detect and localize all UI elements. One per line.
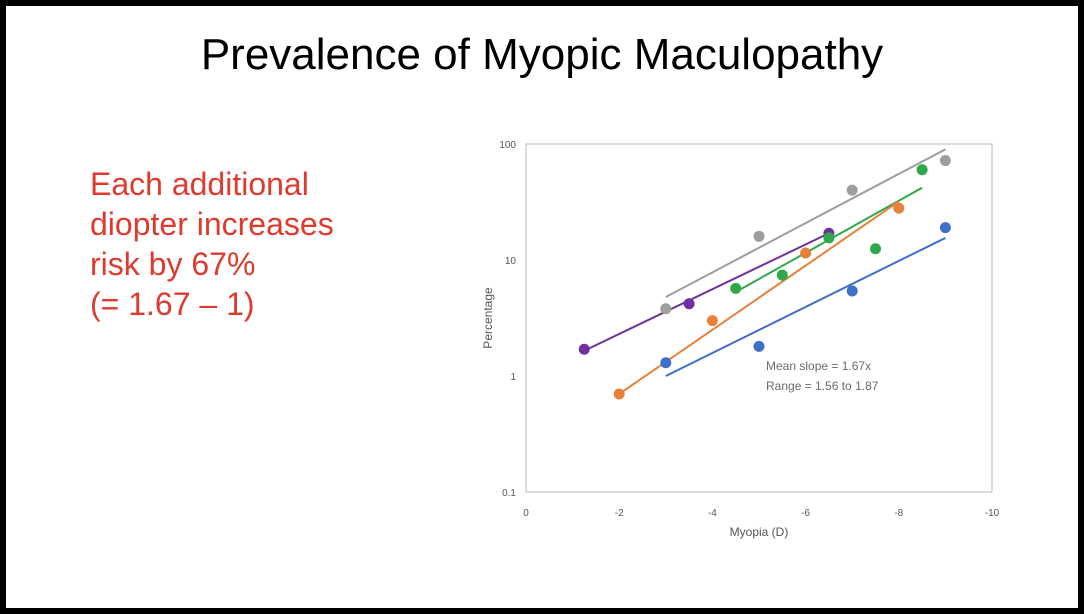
slide-title: Prevalence of Myopic Maculopathy	[200, 30, 884, 79]
data-point	[753, 340, 765, 352]
data-point	[660, 303, 672, 315]
y-tick-label: 100	[499, 140, 516, 151]
data-point	[800, 247, 812, 259]
data-point	[613, 388, 625, 400]
data-point	[683, 298, 695, 310]
callout-line: (= 1.67 – 1)	[90, 286, 255, 322]
data-point	[753, 230, 765, 242]
data-point	[578, 343, 590, 355]
x-axis-title: Myopia (D)	[730, 525, 789, 539]
scatter-chart: 0.1 1 10 100 0 -2 -4 -6 -8 -10 Myopia (D) Percenta…	[481, 140, 1000, 539]
callout-text: Each additional diopter increases risk b…	[90, 164, 334, 324]
callout-line: Each additional	[90, 166, 309, 202]
y-axis-title: Percentage	[481, 287, 495, 349]
x-tick-label: -4	[708, 508, 717, 519]
slope-annotation: Range = 1.56 to 1.87	[766, 379, 879, 393]
plot-area-frame	[525, 143, 993, 493]
trend-line	[665, 237, 946, 377]
data-point	[939, 222, 951, 234]
data-point	[846, 285, 858, 297]
data-point	[870, 243, 881, 255]
data-point	[893, 202, 905, 214]
data-point	[939, 155, 951, 167]
x-tick-label: -10	[985, 508, 1000, 519]
slope-annotation: Mean slope = 1.67x	[766, 359, 871, 373]
callout-line: diopter increases	[90, 206, 334, 242]
data-point	[823, 232, 835, 244]
callout-line: risk by 67%	[90, 246, 256, 282]
data-point	[916, 164, 928, 176]
data-point	[730, 282, 742, 294]
y-tick-label: 1	[510, 372, 516, 383]
trend-line	[665, 148, 946, 298]
data-point	[776, 269, 788, 281]
data-point	[706, 315, 718, 327]
data-point	[846, 184, 858, 196]
x-tick-label: 0	[523, 508, 529, 519]
x-tick-label: -8	[894, 508, 903, 519]
data-point	[660, 357, 672, 369]
trend-line	[583, 232, 830, 352]
x-tick-label: -2	[615, 508, 624, 519]
x-tick-label: -6	[801, 508, 810, 519]
y-tick-label: 0.1	[502, 488, 516, 499]
y-tick-label: 10	[505, 256, 517, 267]
